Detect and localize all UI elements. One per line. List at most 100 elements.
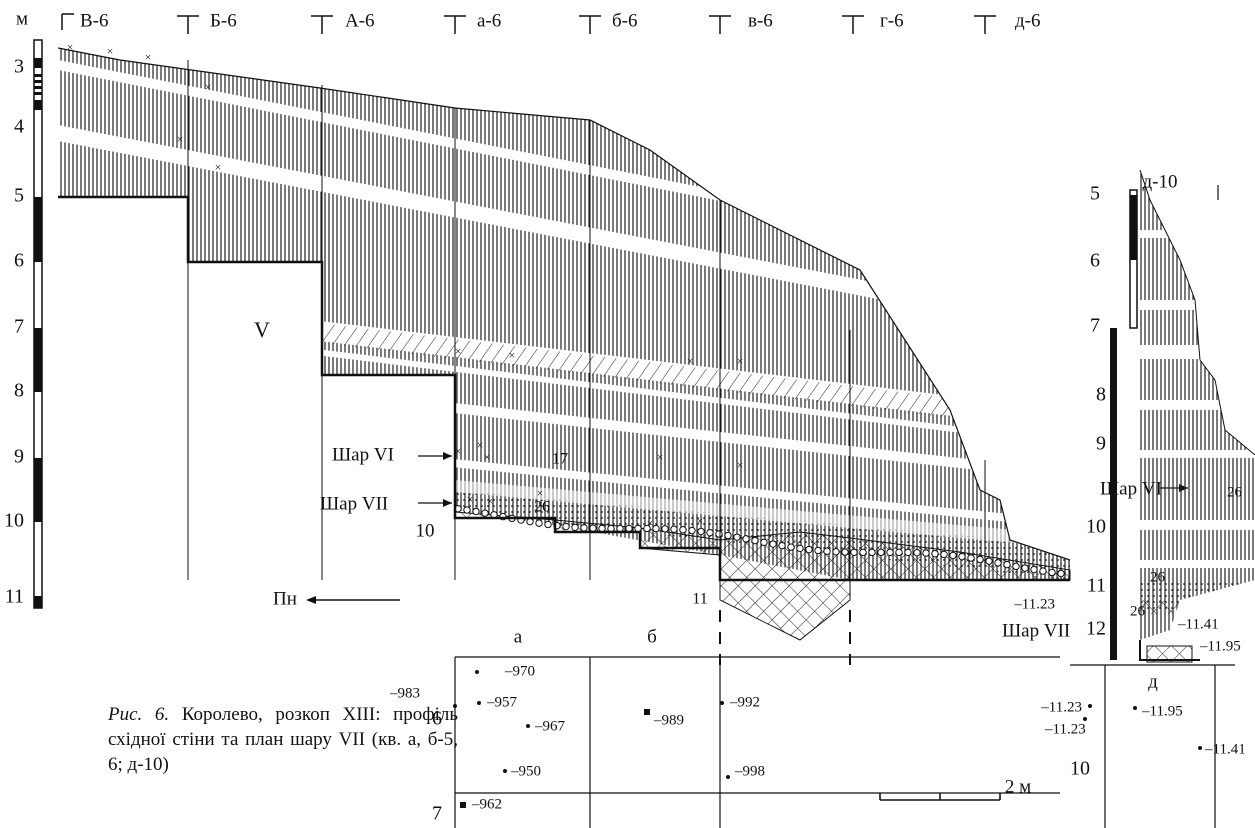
point [644,709,650,715]
pebble [1004,561,1010,567]
pebble [752,537,758,543]
pebble [743,536,749,542]
label: –998 [734,763,765,779]
label: –11.95 [1199,638,1241,654]
pebble [653,525,659,531]
label: –11.23 [1044,721,1086,737]
find-mark: × [509,348,516,362]
pebble [581,525,587,531]
label: –950 [510,763,541,779]
find-mark: × [455,444,462,458]
pebble [941,551,947,557]
pebble [689,527,695,533]
label: –11.41 [1204,741,1246,757]
pebble [626,525,632,531]
pebble [950,552,956,558]
pebble [536,520,542,526]
label: V [254,317,270,342]
find-mark: × [107,44,114,58]
pebble [572,524,578,530]
layer-band [1130,345,1255,359]
pebble [662,526,668,532]
layer-band [1130,230,1255,238]
label: –962 [471,796,502,812]
find-mark: × [477,438,484,452]
pebble [815,547,821,553]
label: –983 [389,685,420,701]
bedrock [1147,646,1192,662]
pebble [968,555,974,561]
pebble [833,549,839,555]
pebble [788,544,794,550]
pebble [869,549,875,555]
label: а-6 [477,10,501,31]
label: –11.95 [1141,703,1183,719]
pebble [878,549,884,555]
pebble [473,508,479,514]
find-mark: × [687,354,694,368]
label: 3 [14,56,24,78]
find-mark: × [647,516,654,530]
pebble [842,549,848,555]
find-mark: × [537,486,544,500]
label: 9 [14,446,24,468]
point [477,701,481,705]
pebble [923,550,929,556]
find-mark: × [467,492,474,506]
label: б-6 [612,10,638,31]
label: в-6 [748,10,773,31]
point [526,724,530,728]
point [460,802,466,808]
label: г-6 [880,10,904,31]
scale-segment [34,100,42,110]
pebble [1040,568,1046,574]
pebble [1022,565,1028,571]
pebble [806,546,812,552]
scale-segment [34,328,42,392]
pebble [635,525,641,531]
pebble [1058,570,1064,576]
label: д-10 [1143,171,1178,192]
pebble [482,510,488,516]
label: 10 [1086,516,1106,538]
layer-band [1130,450,1255,458]
label: Б-6 [210,10,237,31]
layer-band [1140,600,1220,614]
label: 8 [14,380,24,402]
arrow-head [443,499,452,507]
label: 7 [432,803,442,825]
scale-segment [34,596,42,608]
pebble [896,549,902,555]
label: 26 [1130,603,1146,619]
caption-label: Рис. 6. [108,704,169,725]
label: 17 [552,451,568,468]
label: –992 [729,694,760,710]
pebble [887,549,893,555]
depth-scale [34,40,42,608]
label: 26 [1150,569,1166,585]
find-mark: × [487,494,494,508]
find-mark: × [697,514,704,528]
pebble [680,527,686,533]
label: –11.23 [1040,699,1082,715]
label: 10 [416,520,435,541]
find-mark: × [455,344,462,358]
find-mark: × [737,458,744,472]
label: б [647,626,657,647]
layer-band [1130,560,1255,568]
pebble [671,526,677,532]
arrow-head [306,596,316,604]
label: 11 [1087,575,1106,597]
pebble [707,529,713,535]
label: В-6 [80,10,109,31]
label: 5 [1090,183,1100,205]
scale-segment [34,458,42,522]
scale-segment [1130,195,1137,260]
label: д [1148,671,1158,692]
label: –11.23 [1013,596,1055,612]
point [726,775,730,779]
profile [58,40,1078,600]
label: –11.41 [1177,616,1219,632]
label: –970 [504,663,535,679]
pebble [464,507,470,513]
